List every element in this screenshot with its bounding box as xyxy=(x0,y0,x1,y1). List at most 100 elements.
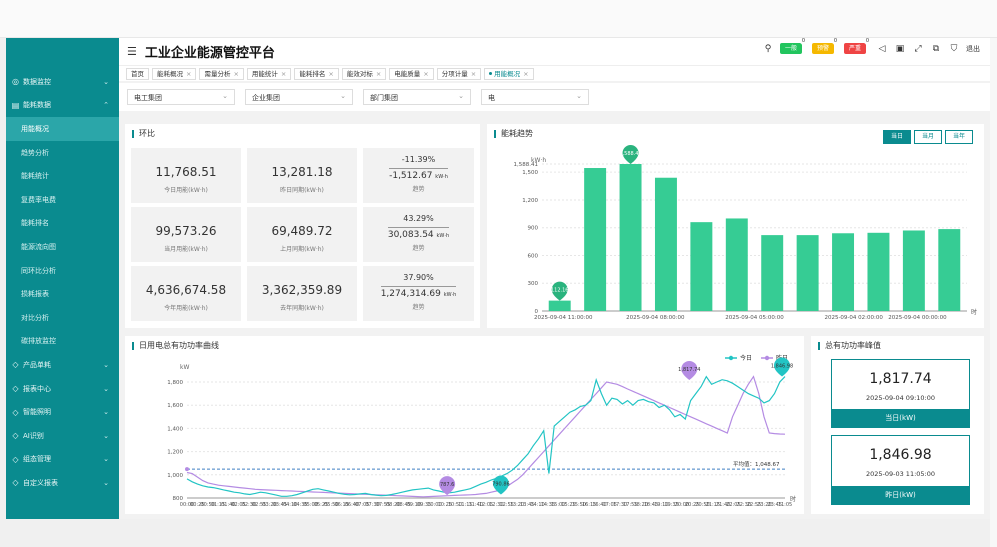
tab[interactable]: 能效对标 × xyxy=(341,67,387,80)
period-month-button[interactable]: 当月 xyxy=(914,130,942,144)
close-icon[interactable]: × xyxy=(470,69,477,78)
shirt-icon[interactable]: ⛉ xyxy=(950,43,958,54)
power-panel-title: 日用电总有功功率曲线 xyxy=(132,342,219,350)
sidebar-subitem[interactable]: 对比分析 xyxy=(21,313,49,322)
peak-time: 2025-09-03 11:05:00 xyxy=(865,470,936,478)
marker-pin-icon xyxy=(551,281,568,301)
screen-icon[interactable]: ▣ xyxy=(895,43,905,54)
tab[interactable]: 首页 xyxy=(126,67,149,80)
filter-energy-select[interactable]: 电 ⌄ xyxy=(481,89,589,105)
y-tick-label: 600 xyxy=(528,253,539,259)
alarm-warning-button[interactable]: 预警 0 xyxy=(812,38,839,54)
sidebar-item[interactable]: ◇ 报表中心 ⌄ xyxy=(6,377,119,401)
period-year-button[interactable]: 当年 xyxy=(945,130,973,144)
alarm-normal-button[interactable]: 一般 0 xyxy=(780,38,807,54)
chart-icon: ▤ xyxy=(11,100,20,110)
search-icon[interactable]: ⚲ xyxy=(764,43,772,54)
sidebar-subitem[interactable]: 趋势分析 xyxy=(21,148,49,157)
bar xyxy=(902,230,925,311)
alarm-severe-button[interactable]: 严重 0 xyxy=(844,38,871,54)
tab[interactable]: 能耗概况 × xyxy=(152,67,197,80)
sidebar-subitem[interactable]: 复费率电费 xyxy=(21,195,56,204)
y-tick-label: 1,588.41 xyxy=(514,162,539,168)
sound-icon[interactable]: ◁ xyxy=(878,43,886,54)
bar-marker: 1,588.41 xyxy=(619,145,642,164)
tab[interactable]: 需量分析 × xyxy=(199,67,244,80)
sidebar-subitem[interactable]: 能耗排名 xyxy=(21,219,49,228)
sidebar-item-label: AI识别 xyxy=(23,431,44,440)
sidebar-subitem[interactable]: 损耗报表 xyxy=(21,290,49,299)
chevron-down-icon: ⌄ xyxy=(103,360,109,369)
peak-value: 1,817.74 xyxy=(869,371,932,387)
previous-value-card: 69,489.72 上月同期(kW·h) xyxy=(247,207,357,262)
change-absolute: -1,512.67 kW·h xyxy=(389,168,448,181)
sidebar-subitem[interactable]: 用能概况 xyxy=(6,117,119,141)
x-tick-label: 14:35 xyxy=(541,502,555,508)
logout-button[interactable]: 退出 xyxy=(966,44,980,53)
close-icon[interactable]: × xyxy=(375,69,382,78)
select-value: 部门集团 xyxy=(370,94,398,102)
bar xyxy=(761,235,784,311)
window-top-strip xyxy=(0,0,997,38)
sidebar-subitem[interactable]: 能耗统计 xyxy=(21,172,49,181)
sidebar-item[interactable]: ◇ 智能照明 ⌄ xyxy=(6,400,119,424)
menu-toggle-icon[interactable]: ☰ xyxy=(127,45,137,58)
peak-marker: 790.86 xyxy=(492,475,510,495)
sidebar-submenu: 用能概况趋势分析能耗统计复费率电费能耗排名能源流向图同环比分析损耗报表对比分析碳… xyxy=(6,117,119,353)
x-tick-label: 16:40 xyxy=(592,502,606,508)
close-icon[interactable]: × xyxy=(328,69,334,78)
tab-label: 电能质量 xyxy=(394,69,421,78)
alarm-badge: 0 xyxy=(799,38,807,45)
x-tick-label: 2025-09-04 11:00:00 xyxy=(534,315,593,321)
legend-dot xyxy=(728,355,734,361)
x-tick-label: 18:45 xyxy=(644,502,658,508)
sidebar-subitem[interactable]: 能源流向图 xyxy=(21,242,56,251)
tab[interactable]: 电能质量 × xyxy=(389,67,434,80)
x-tick-label: 06:40 xyxy=(345,502,359,508)
marker-pin-icon xyxy=(622,145,639,164)
change-absolute-value: -1,512.67 xyxy=(389,171,433,181)
layout-icon[interactable]: ⧉ xyxy=(932,43,940,54)
chevron-down-icon: ⌄ xyxy=(103,455,109,464)
sidebar-item[interactable]: ◇ 产品单耗 ⌄ xyxy=(6,353,119,377)
report-icon: ◇ xyxy=(12,384,19,394)
period-day-button[interactable]: 当日 xyxy=(883,130,911,144)
sidebar-item-monitor[interactable]: ◎ 数据监控 ⌄ xyxy=(6,70,119,94)
tab[interactable]: 能耗排名 × xyxy=(294,67,339,80)
current-value-card: 99,573.26 当月用能(kW·h) xyxy=(131,207,241,262)
tab[interactable]: 用能统计 × xyxy=(246,67,292,80)
sidebar-subitem[interactable]: 碳排放监控 xyxy=(21,337,56,346)
current-value: 99,573.26 xyxy=(155,224,217,238)
x-tick-label: 19:35 xyxy=(664,502,678,508)
filter-company-select[interactable]: 企业集团 ⌄ xyxy=(245,89,353,105)
x-tick-label: 04:10 xyxy=(283,502,297,508)
sidebar-item-label: 报表中心 xyxy=(23,384,51,393)
change-unit: kW·h xyxy=(443,292,457,298)
x-tick-label: 14:10 xyxy=(530,502,544,508)
marker-pin-icon xyxy=(439,476,456,496)
x-tick-label: 18:20 xyxy=(633,502,647,508)
close-icon[interactable]: × xyxy=(523,69,529,78)
marker-pin-icon xyxy=(774,357,791,377)
x-tick-label: 03:45 xyxy=(273,502,287,508)
sidebar-item[interactable]: ◇ AI识别 ⌄ xyxy=(6,424,119,448)
energy-panel-title: 能耗趋势 xyxy=(494,130,533,138)
fullscreen-icon[interactable]: ⤢ xyxy=(914,43,922,54)
peak-footer: 昨日(kW) xyxy=(832,486,969,504)
marker-label: 1,588.41 xyxy=(619,151,641,157)
sidebar-item[interactable]: ◇ 组态管理 ⌄ xyxy=(6,448,119,472)
tab-label: 首页 xyxy=(131,69,144,78)
sidebar-item-energy-data[interactable]: ▤ 能耗数据 ⌃ xyxy=(6,94,119,118)
sidebar-subitem[interactable]: 同环比分析 xyxy=(21,266,56,275)
close-icon[interactable]: × xyxy=(186,69,192,78)
sidebar-item[interactable]: ◇ 自定义报表 ⌄ xyxy=(6,471,119,495)
tab[interactable]: 用能概况 × xyxy=(484,67,534,80)
tab[interactable]: 分项计量 × xyxy=(436,67,482,80)
close-icon[interactable]: × xyxy=(423,69,429,78)
filter-dept-select[interactable]: 部门集团 ⌄ xyxy=(363,89,471,105)
filter-bar: 电工集团 ⌄ 企业集团 ⌄ 部门集团 ⌄ 电 ⌄ xyxy=(119,83,990,111)
close-icon[interactable]: × xyxy=(233,69,239,78)
close-icon[interactable]: × xyxy=(280,69,287,78)
filter-group-select[interactable]: 电工集团 ⌄ xyxy=(127,89,235,105)
bar xyxy=(690,222,713,311)
